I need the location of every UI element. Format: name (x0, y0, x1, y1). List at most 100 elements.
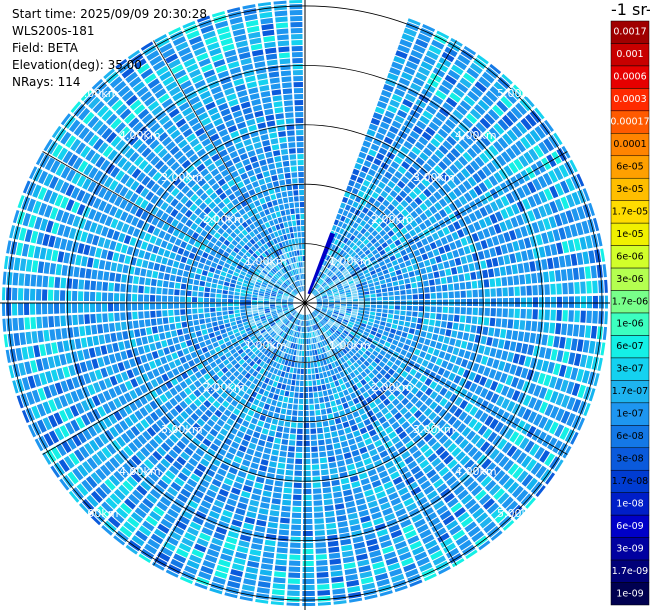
range-bin (228, 492, 239, 501)
range-bin (443, 205, 453, 215)
range-bin (400, 125, 411, 134)
range-bin (197, 235, 205, 243)
range-bin (270, 299, 276, 302)
range-bin (257, 581, 271, 588)
range-bin (258, 298, 264, 301)
range-bin (360, 363, 367, 370)
range-bin (182, 362, 190, 371)
range-bin (125, 429, 136, 440)
range-bin (93, 138, 104, 151)
range-bin (279, 330, 284, 336)
range-bin (216, 494, 227, 503)
range-bin (444, 390, 453, 400)
range-bin (109, 457, 120, 469)
range-bin (303, 500, 312, 506)
range-bin (364, 259, 371, 266)
range-bin (250, 246, 257, 252)
range-bin (287, 286, 293, 291)
range-bin (339, 202, 346, 209)
range-bin (119, 199, 129, 210)
range-bin (367, 226, 375, 234)
range-bin (374, 252, 381, 259)
range-bin (267, 263, 273, 269)
range-bin (283, 282, 288, 287)
range-bin (115, 322, 122, 331)
range-bin (119, 126, 131, 138)
range-bin (282, 305, 288, 308)
range-bin (180, 215, 189, 224)
range-bin (91, 235, 100, 246)
range-bin (371, 384, 379, 392)
range-bin (120, 283, 126, 292)
range-bin (228, 314, 235, 319)
range-bin (225, 536, 238, 545)
range-bin (123, 130, 135, 142)
range-bin (497, 492, 510, 505)
range-bin (464, 380, 473, 390)
range-bin (280, 408, 287, 415)
range-bin (401, 421, 410, 430)
range-bin (449, 524, 462, 536)
range-bin (440, 253, 448, 262)
range-bin (466, 342, 474, 351)
range-bin (457, 331, 464, 340)
range-bin (454, 239, 463, 249)
range-bin (585, 235, 593, 249)
range-bin (123, 404, 133, 415)
range-bin (270, 293, 277, 297)
range-bin (253, 385, 261, 393)
range-bin (302, 560, 314, 566)
range-bin (249, 238, 256, 245)
range-bin (422, 507, 434, 517)
range-bin (339, 435, 347, 442)
range-bin (213, 532, 226, 541)
range-bin (117, 157, 128, 168)
range-bin (162, 303, 168, 310)
range-bin (340, 293, 346, 297)
range-bin (273, 486, 283, 493)
range-bin (294, 289, 298, 294)
range-bin (66, 290, 72, 301)
range-bin (325, 269, 330, 275)
range-bin (240, 590, 254, 598)
range-bin (371, 327, 378, 332)
range-bin (166, 157, 176, 167)
range-bin (102, 281, 109, 291)
range-bin (3, 255, 9, 270)
range-bin (352, 355, 359, 361)
range-bin (166, 124, 178, 135)
range-bin (216, 378, 224, 386)
range-bin (149, 139, 160, 150)
range-bin (198, 385, 206, 394)
range-bin (313, 361, 318, 368)
range-bin (414, 216, 423, 225)
range-bin (435, 239, 443, 248)
range-bin (322, 359, 328, 366)
range-bin (415, 454, 426, 464)
range-bin (526, 309, 532, 319)
range-bin (141, 222, 150, 232)
range-bin (262, 319, 268, 324)
range-bin (352, 237, 359, 244)
range-bin (242, 283, 248, 288)
range-bin (99, 433, 110, 445)
range-bin (582, 204, 592, 218)
range-bin (367, 279, 373, 284)
range-bin (485, 390, 494, 401)
range-bin (160, 212, 169, 222)
range-bin (256, 342, 262, 349)
range-bin (37, 186, 48, 201)
range-bin (301, 356, 305, 362)
range-bin (156, 303, 162, 310)
range-bin (277, 310, 283, 314)
range-bin (363, 418, 371, 426)
range-bin (519, 320, 526, 330)
range-bin (441, 360, 449, 369)
range-bin (193, 357, 201, 365)
range-bin (381, 288, 388, 293)
range-bin (396, 546, 410, 556)
range-bin (511, 485, 524, 498)
range-bin (324, 377, 330, 384)
range-bin (343, 270, 349, 276)
range-bin (72, 278, 79, 290)
